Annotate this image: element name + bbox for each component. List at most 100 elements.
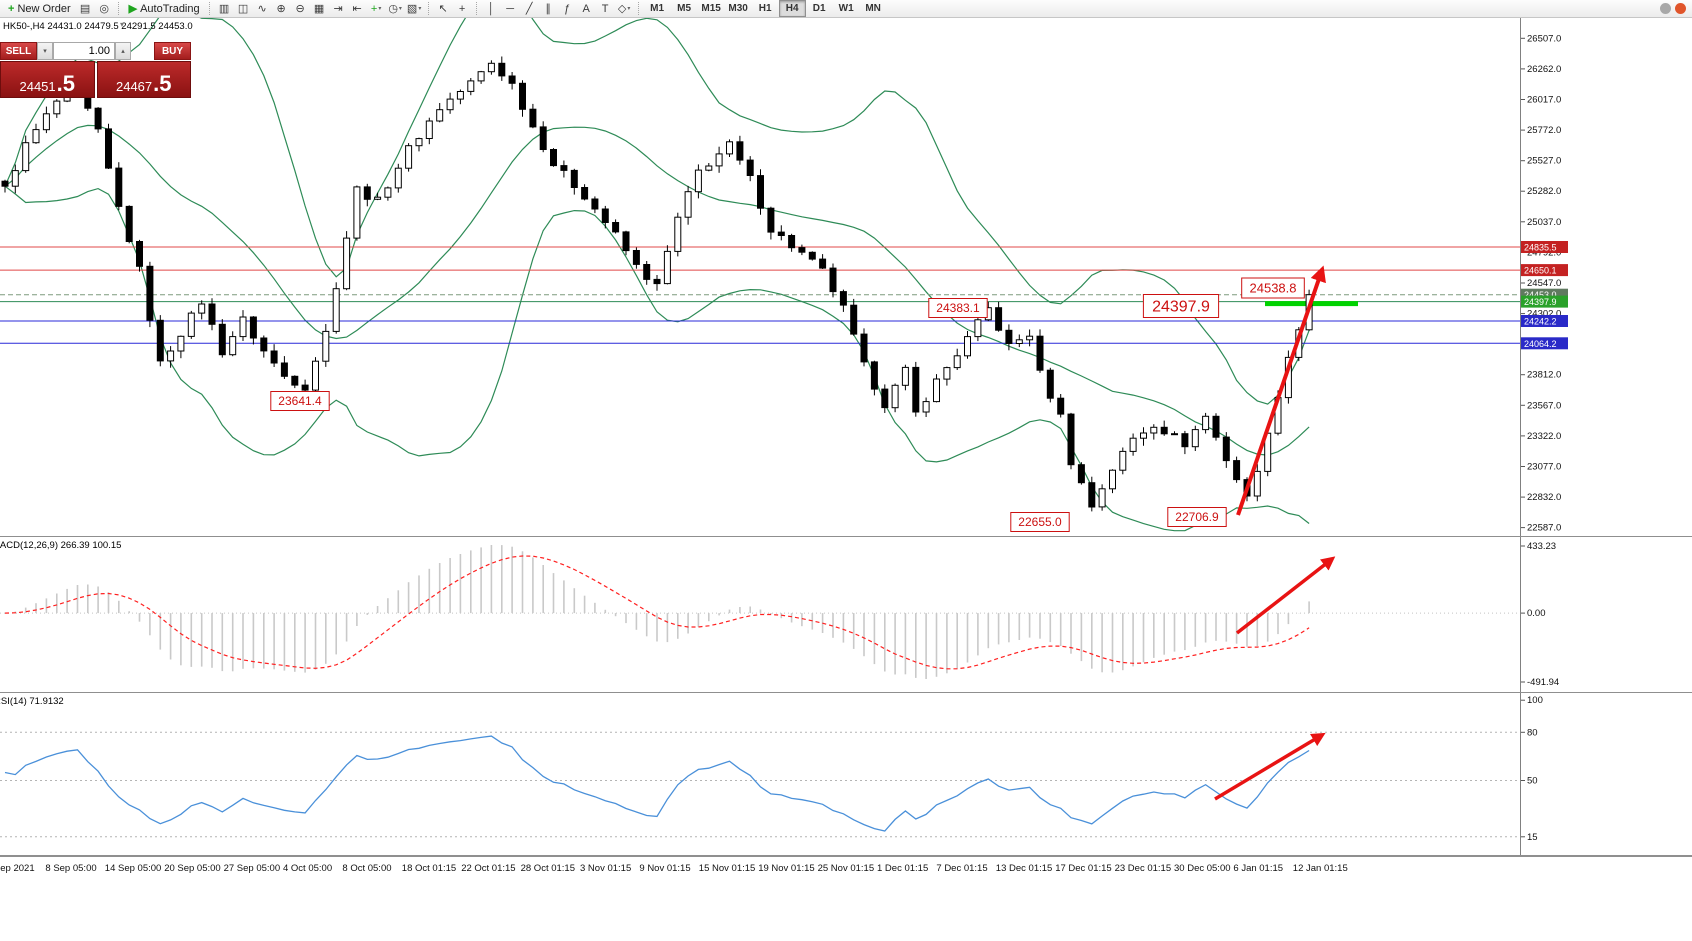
autotrading-button[interactable]: ▶ AutoTrading <box>124 1 205 17</box>
price-callout[interactable]: 24383.1 <box>928 298 988 318</box>
periods-icon[interactable]: ◷ ▾ <box>388 3 402 15</box>
timeframe-d1-button[interactable]: D1 <box>812 3 826 14</box>
one-click-order-row: SELL ▾ ▴ BUY <box>0 42 191 60</box>
circle-gray-icon[interactable] <box>1660 3 1671 14</box>
svg-text:26507.0: 26507.0 <box>1527 33 1561 44</box>
collapse-oneclick-icon[interactable]: ▾ <box>120 20 125 29</box>
toolbar-separator <box>208 2 211 15</box>
time-label: 25 Nov 01:15 <box>817 863 875 874</box>
svg-text:24547.0: 24547.0 <box>1527 278 1561 289</box>
rsi-line <box>4 735 1310 832</box>
zoom-out-icon[interactable]: ⊖ <box>295 3 305 15</box>
new-order-plus-icon: + <box>8 2 15 15</box>
candlestick-chart-icon[interactable]: ◫ <box>237 3 249 15</box>
toolbar-separator <box>475 2 478 15</box>
rsi-panel[interactable]: 100 80 50 15 RSI(14) 71.9132 <box>0 693 1692 856</box>
trend-arrow[interactable] <box>1214 732 1326 801</box>
price-callout[interactable]: 23641.4 <box>270 391 330 411</box>
svg-text:24538.8: 24538.8 <box>1250 281 1297 296</box>
time-label: 30 Dec 05:00 <box>1174 863 1231 874</box>
svg-text:24242.2: 24242.2 <box>1524 317 1557 327</box>
svg-text:23322.0: 23322.0 <box>1527 431 1561 442</box>
autotrading-play-icon: ▶ <box>128 3 138 15</box>
timeframe-w1-button[interactable]: W1 <box>838 3 854 14</box>
crosshair-icon[interactable]: + <box>458 2 466 15</box>
timeframe-m5-button[interactable]: M5 <box>677 3 692 14</box>
trend-arrow[interactable] <box>1235 556 1336 635</box>
sell-button[interactable]: SELL <box>0 42 37 60</box>
svg-text:15: 15 <box>1527 832 1538 843</box>
volume-increase-button[interactable]: ▴ <box>115 42 131 60</box>
time-label: 13 Dec 01:15 <box>995 863 1053 874</box>
print-icon[interactable]: ▤ <box>79 3 91 15</box>
volume-decrease-button[interactable]: ▾ <box>37 42 53 60</box>
main-toolbar: + New Order ▤ ◎ ▶ AutoTrading ▥ ◫ ∿ ⊕ ⊖ ▦ ⇥ ⇤ + ▾ ◷ ▾ ▧ ▾ ↖ +… <box>0 0 1692 18</box>
auto-scroll-icon[interactable]: ⇥ <box>333 3 343 15</box>
alerts-icon[interactable]: ◎ <box>99 3 109 15</box>
svg-text:24453.0: 24453.0 <box>1524 290 1557 300</box>
templates-icon[interactable]: ▧ ▾ <box>406 3 422 15</box>
candles <box>1 56 1313 512</box>
timeframe-m15-button[interactable]: M15 <box>701 3 721 14</box>
shapes-icon[interactable]: ◇ ▾ <box>617 3 631 15</box>
trend-arrow[interactable] <box>1236 265 1326 516</box>
price-tag: 24064.2 <box>1521 337 1568 350</box>
timeframe-h1-button[interactable]: H1 <box>758 3 772 14</box>
buy-button[interactable]: BUY <box>154 42 191 60</box>
channel-icon[interactable]: ∥ <box>545 3 551 15</box>
trendline-icon[interactable]: ╱ <box>525 3 533 15</box>
price-tag: 24650.1 <box>1521 264 1568 277</box>
volume-input[interactable] <box>53 42 115 60</box>
macd-histogram <box>14 545 1310 679</box>
tile-windows-icon[interactable]: ▦ <box>313 3 325 15</box>
time-label: 23 Dec 01:15 <box>1114 863 1172 874</box>
timeframe-h4-button[interactable]: H4 <box>778 0 806 17</box>
timeframe-m1-button[interactable]: M1 <box>650 3 665 14</box>
autotrading-button-label: AutoTrading <box>140 2 200 15</box>
price-callout[interactable]: 22706.9 <box>1167 507 1227 527</box>
time-label: 3 Nov 01:15 <box>580 863 632 874</box>
horizontal-line-icon[interactable]: ─ <box>506 2 515 15</box>
timeframe-mn-button[interactable]: MN <box>865 3 881 14</box>
indicators-icon[interactable]: + ▾ <box>370 2 382 15</box>
cursor-icon[interactable]: ↖ <box>438 3 448 15</box>
svg-text:23077.0: 23077.0 <box>1527 462 1561 473</box>
toolbar-separator <box>637 2 640 15</box>
svg-text:0.00: 0.00 <box>1527 608 1546 619</box>
buy-price-display[interactable]: 24467 .5 <box>96 61 191 98</box>
time-label: 27 Sep 05:00 <box>223 863 281 874</box>
macd-panel[interactable]: 433.23 0.00 -491.94 MACD(12,26,9) 266.39 10… <box>0 537 1692 693</box>
new-order-button[interactable]: + New Order <box>3 1 76 17</box>
rsi-levels <box>0 731 1521 838</box>
chart-area: 26507.0 26262.0 26017.0 25772.0 25527.0 25282… <box>0 18 1692 941</box>
svg-text:24302.0: 24302.0 <box>1527 309 1561 320</box>
timeframe-m30-button[interactable]: M30 <box>728 3 748 14</box>
line-chart-icon[interactable]: ∿ <box>257 3 267 15</box>
svg-text:23567.0: 23567.0 <box>1527 400 1561 411</box>
zoom-in-icon[interactable]: ⊕ <box>276 3 286 15</box>
svg-text:24064.2: 24064.2 <box>1524 339 1557 349</box>
chart-shift-icon[interactable]: ⇤ <box>352 3 362 15</box>
svg-text:24397.9: 24397.9 <box>1152 299 1210 316</box>
rsi-header: RSI(14) 71.9132 <box>0 696 64 707</box>
circle-red-icon[interactable] <box>1675 3 1686 14</box>
time-label: 20 Sep 05:00 <box>164 863 221 874</box>
price-callout[interactable]: 24397.9 <box>1142 294 1220 318</box>
svg-text:-491.94: -491.94 <box>1527 677 1559 688</box>
fibonacci-icon[interactable]: ƒ <box>564 2 571 15</box>
price-callout[interactable]: 22655.0 <box>1010 512 1070 532</box>
price-axis[interactable]: 26507.0 26262.0 26017.0 25772.0 25527.0 25282… <box>1520 18 1569 536</box>
svg-text:100: 100 <box>1527 695 1543 706</box>
macd-signal-line <box>4 555 1310 670</box>
price-chart-panel[interactable]: 26507.0 26262.0 26017.0 25772.0 25527.0 25282… <box>0 18 1692 537</box>
sell-price-display[interactable]: 24451 .5 <box>0 61 95 98</box>
time-label: 17 Dec 01:15 <box>1055 863 1112 874</box>
bar-chart-icon[interactable]: ▥ <box>218 3 230 15</box>
text-icon[interactable]: A <box>582 2 590 15</box>
vertical-line-icon[interactable]: │ <box>487 2 495 15</box>
time-label: 14 Sep 05:00 <box>104 863 162 874</box>
price-callout[interactable]: 24538.8 <box>1241 277 1305 299</box>
time-label: 12 Jan 01:15 <box>1292 863 1348 874</box>
sell-price-base: 24451 <box>19 78 56 94</box>
text-label-icon[interactable]: T <box>601 2 609 15</box>
